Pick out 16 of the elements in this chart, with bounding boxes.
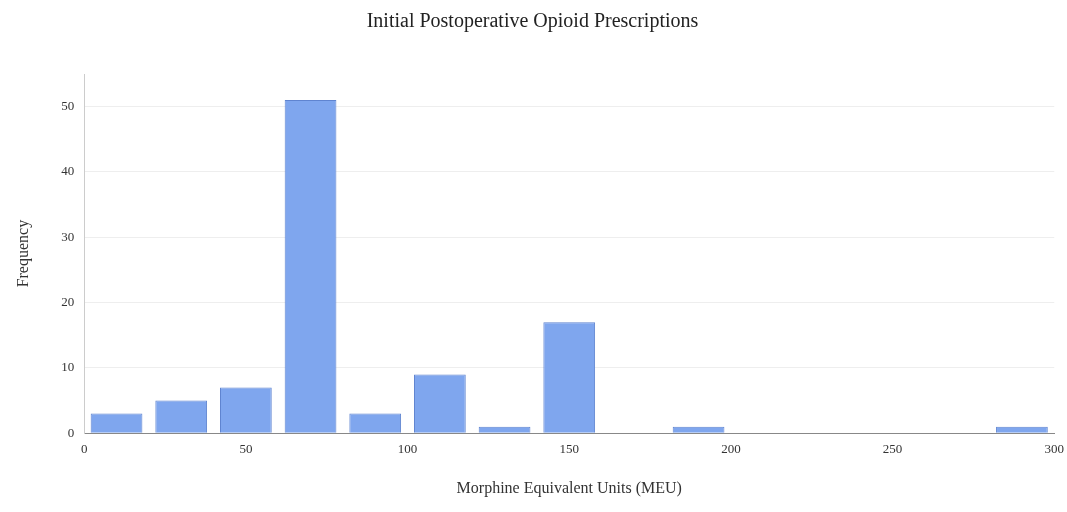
y-tick-label: 20 xyxy=(61,294,75,309)
x-tick-label: 200 xyxy=(721,441,741,457)
x-tick-label: 250 xyxy=(882,441,903,457)
y-tick-label: 30 xyxy=(61,228,75,244)
x-axis-title: Morphine Equivalent Units (MEU) xyxy=(456,478,682,497)
y-tick-label: 40 xyxy=(61,163,75,179)
x-tick-label: 150 xyxy=(559,441,579,457)
chart-title: Initial Postoperative Opioid Prescriptions xyxy=(366,9,699,33)
x-tick-label: 100 xyxy=(397,441,418,457)
x-tick-label: 300 xyxy=(1044,441,1064,457)
x-tick-label: 50 xyxy=(239,441,253,457)
y-tick-label: 10 xyxy=(61,359,75,375)
y-axis-title: Frequency xyxy=(13,219,32,288)
y-tick-label: 50 xyxy=(61,98,75,114)
x-tick-label: 0 xyxy=(80,441,88,457)
y-tick-label: 0 xyxy=(67,424,75,440)
